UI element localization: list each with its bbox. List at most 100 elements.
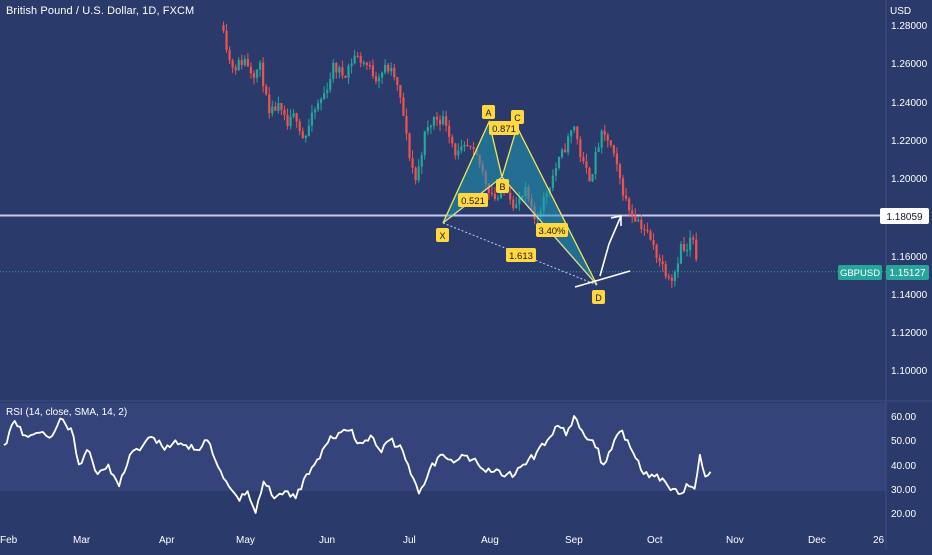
candle-body (426, 127, 429, 132)
candle-body (448, 125, 451, 137)
last-price-badge[interactable]: GBPUSD 1.15127 (838, 265, 929, 280)
time-tick-label: Oct (647, 535, 663, 546)
candle-body (362, 62, 365, 64)
candle-body (393, 67, 396, 78)
candle-body (258, 62, 262, 70)
ratio-label-ac[interactable]: 0.871 (492, 124, 516, 135)
time-tick-label: Jun (319, 535, 335, 546)
candle-body (240, 60, 243, 65)
point-label-b[interactable]: B (499, 182, 505, 192)
candle-body (649, 231, 652, 241)
candle-body (570, 130, 573, 137)
candle-body (341, 67, 344, 76)
candle-body (387, 64, 390, 72)
ratio-label-xb[interactable]: 0.521 (461, 196, 485, 207)
level-badge[interactable]: 1.18059 (880, 208, 929, 224)
candle-body (667, 276, 670, 278)
candle-body (554, 167, 558, 176)
candle-body (249, 66, 253, 74)
candle-body (640, 219, 643, 229)
candle-body (689, 237, 692, 251)
axis-labels: USD 1.28000 1.26000 1.24000 1.22000 1.20… (0, 6, 928, 546)
candle-body (621, 178, 625, 196)
rsi-series (3, 415, 712, 514)
candle-body (655, 244, 658, 258)
time-tick-label: Dec (808, 535, 826, 546)
chart-title[interactable]: British Pound / U.S. Dollar, 1D, FXCM (6, 5, 195, 17)
candle-body (615, 153, 619, 165)
price-tick-label: 1.24000 (891, 98, 928, 109)
recent-candles (585, 124, 698, 288)
point-label-c[interactable]: C (514, 113, 521, 123)
candle-body (597, 147, 600, 153)
candle-body (560, 149, 564, 158)
ratio-label-xd[interactable]: 1.613 (509, 251, 533, 262)
candle-body (323, 93, 326, 100)
candle-body (316, 103, 320, 110)
candle-body (283, 109, 286, 116)
candle-body (319, 99, 323, 104)
candle-body (588, 167, 591, 182)
ratio-label-bd[interactable]: 3.40% (539, 226, 566, 237)
candle-body (228, 49, 231, 61)
candle-body (676, 263, 680, 273)
symbol-badge-box (838, 265, 882, 280)
candle-body (695, 239, 698, 260)
candle-body (307, 125, 310, 136)
candle-body (277, 102, 280, 111)
candle-body (280, 102, 283, 110)
point-label-a[interactable]: A (485, 108, 491, 118)
candle-body (631, 210, 634, 216)
candle-body (265, 86, 268, 95)
candle-body (255, 69, 259, 78)
price-tick-label: 1.16000 (891, 252, 928, 263)
candle-body (582, 156, 585, 162)
point-label-x[interactable]: X (439, 231, 445, 241)
candle-body (594, 152, 597, 174)
candle-body (326, 89, 329, 94)
candle-body (563, 149, 567, 153)
ratio-label-xb-box (458, 193, 488, 207)
projection-arrow-head (610, 215, 622, 226)
time-tick-label: 26 (873, 535, 885, 546)
point-label-d[interactable]: D (595, 293, 602, 303)
candle-body (353, 55, 356, 64)
ratio-label-ac-box (489, 121, 519, 135)
candle-body (399, 84, 402, 98)
candle-body (664, 264, 667, 277)
rsi-tick-label: 30.00 (891, 485, 916, 496)
point-label-d-box (592, 290, 605, 304)
candle-body (347, 65, 350, 78)
candle-body (612, 145, 615, 154)
candle-body (576, 126, 579, 140)
candle-body (329, 78, 332, 90)
candle-body (457, 150, 460, 156)
last-price-value: 1.15127 (889, 268, 926, 279)
projection-arrow[interactable] (599, 215, 622, 277)
trendline-support[interactable] (574, 270, 631, 288)
candle-body (603, 130, 606, 135)
candle-body (685, 250, 689, 252)
candle-body (673, 272, 676, 282)
candle-body (460, 146, 463, 151)
candle-body (420, 155, 423, 167)
candle-body (585, 161, 588, 168)
candle-body (396, 77, 399, 85)
candle-body (222, 25, 225, 31)
candle-body (313, 109, 317, 113)
candle-body (679, 244, 683, 264)
candle-body (451, 136, 454, 144)
candle-body (515, 204, 518, 208)
rsi-tick-label: 40.00 (891, 461, 916, 472)
candle-body (390, 67, 393, 72)
candle-body (234, 67, 237, 71)
rsi-indicator-label[interactable]: RSI (14, close, SMA, 14, 2) (6, 407, 128, 418)
candle-body (310, 112, 314, 126)
candle-body (658, 257, 661, 262)
candle-body (411, 158, 414, 168)
candle-body (344, 75, 347, 78)
candle-body (454, 143, 457, 156)
candle-body (365, 62, 368, 66)
